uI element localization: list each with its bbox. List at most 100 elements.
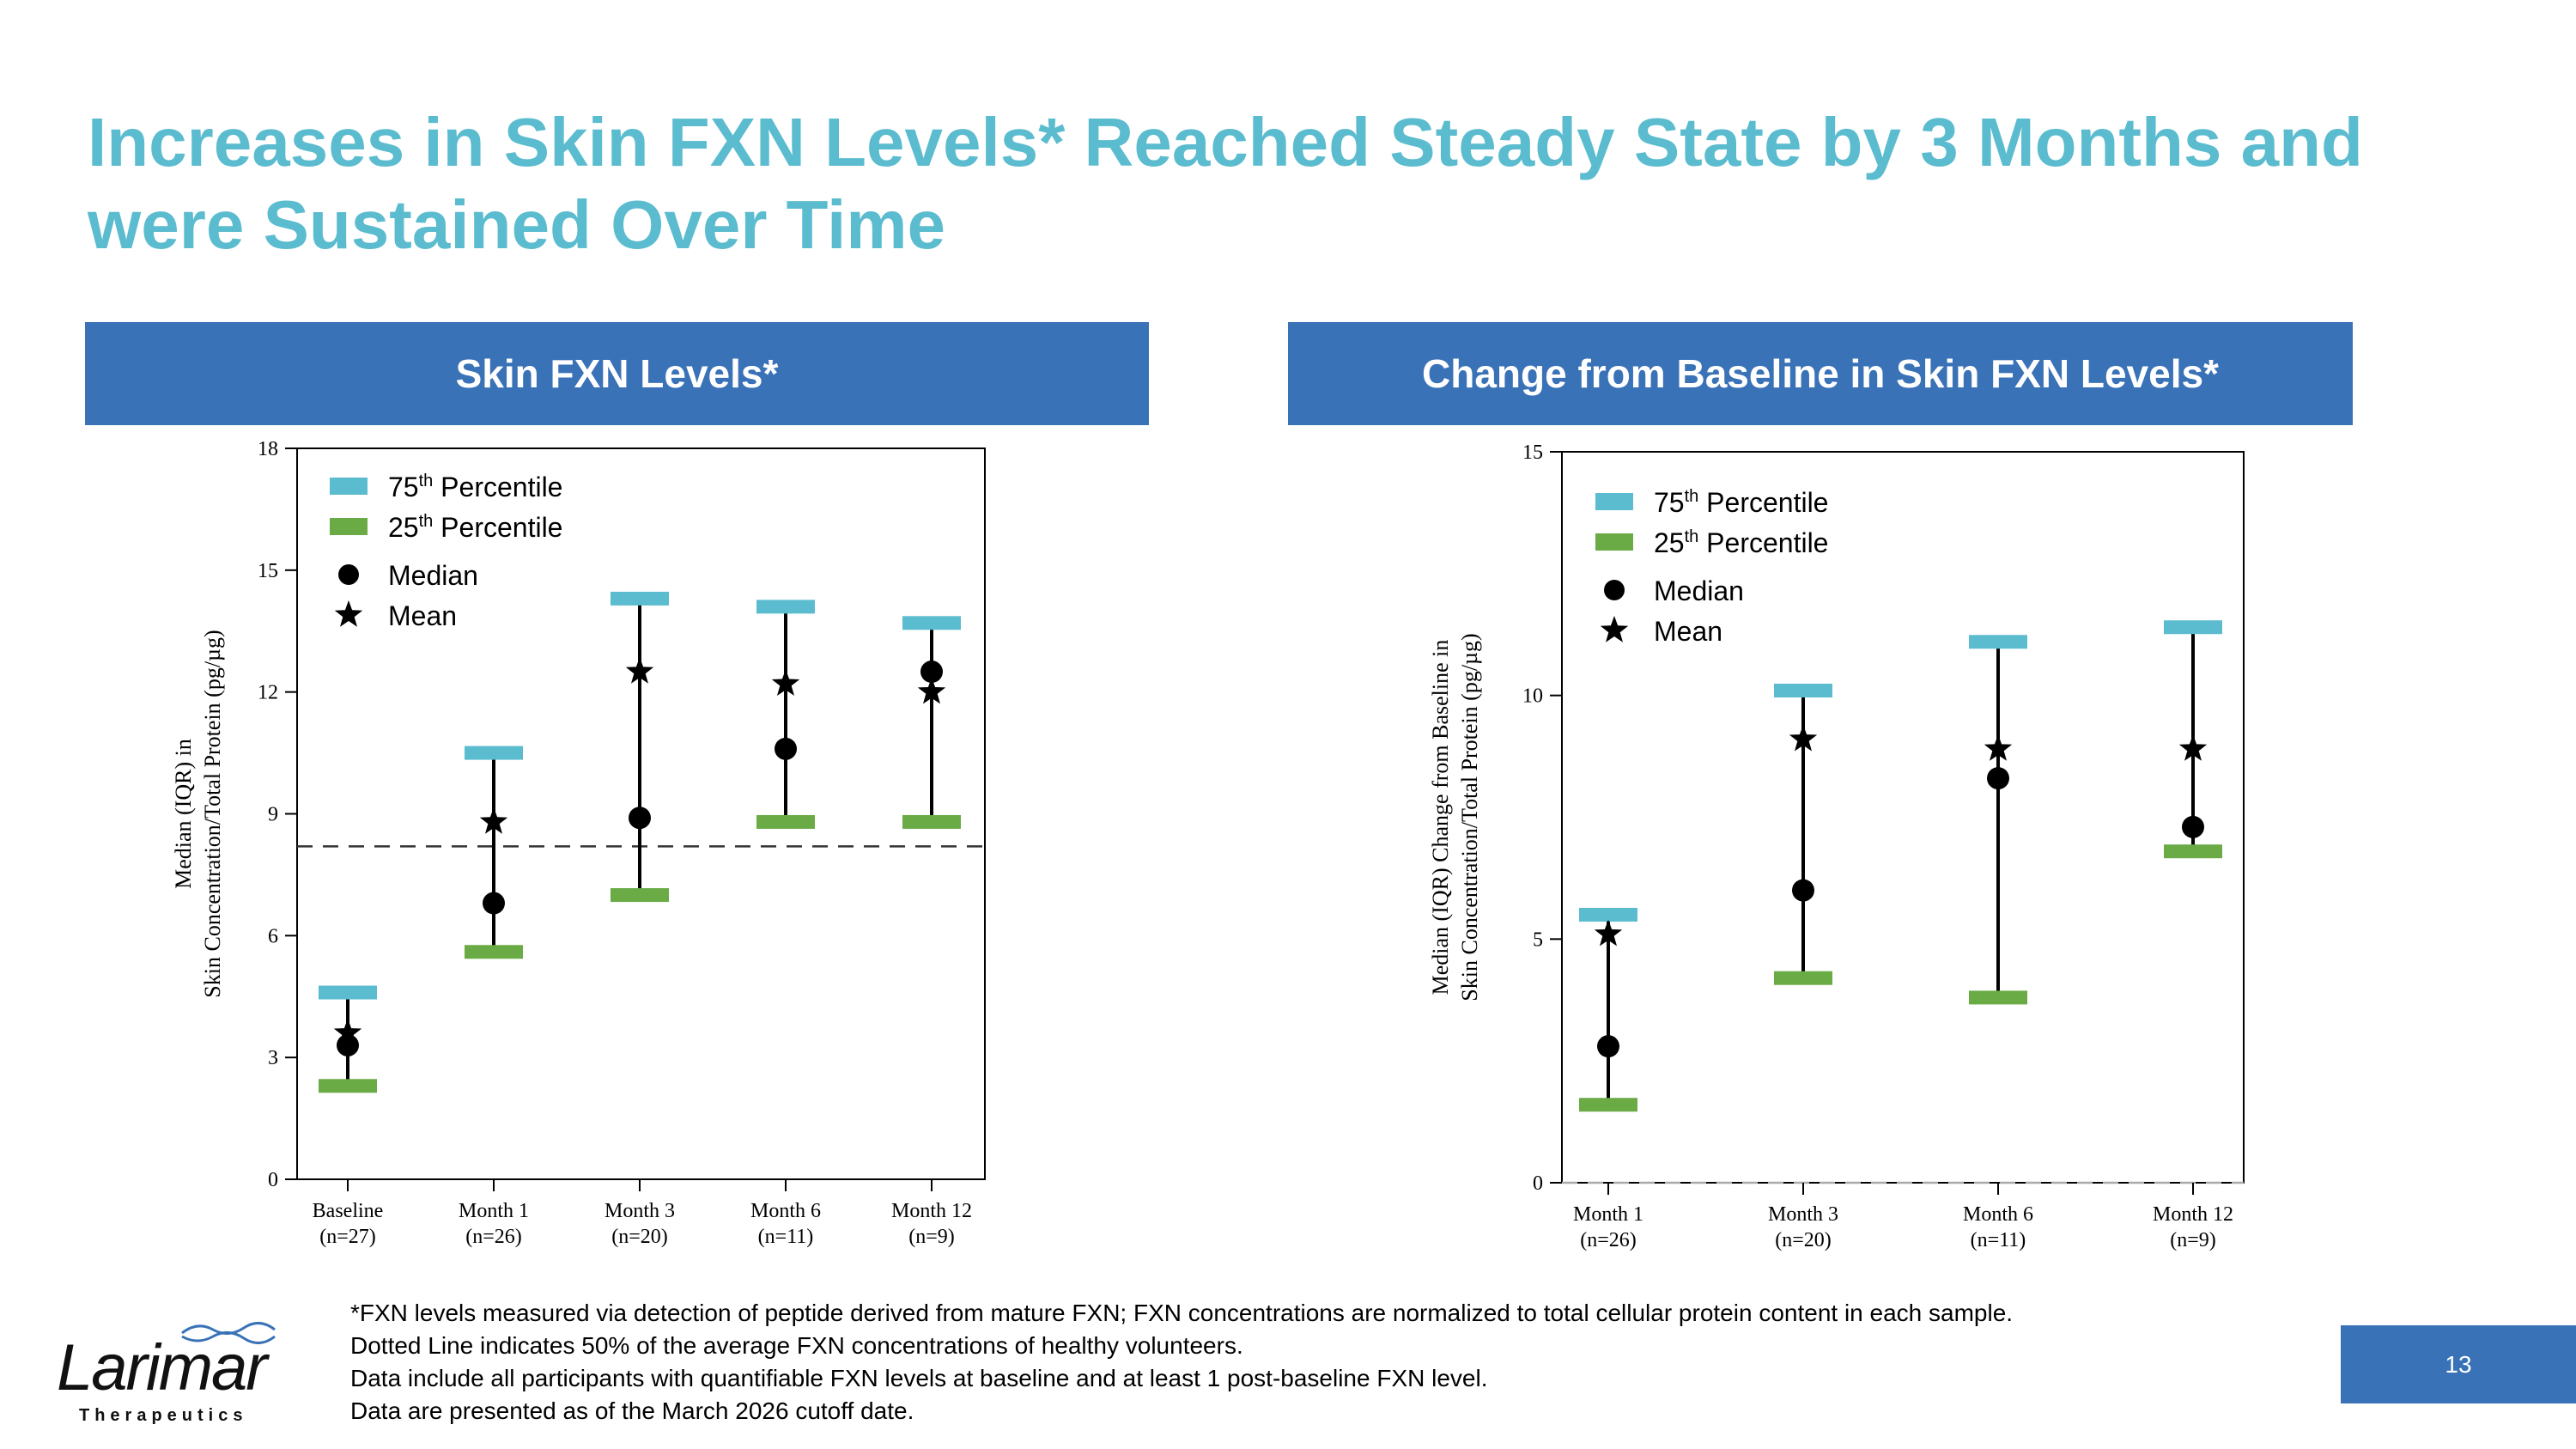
mean-point <box>625 657 654 684</box>
larimar-logo: Larimar Therapeutics <box>57 1322 276 1425</box>
p75-marker <box>1774 683 1832 697</box>
p75-marker <box>756 600 815 614</box>
y-tick-label: 15 <box>1522 441 1543 464</box>
legend-p75-swatch <box>330 478 368 495</box>
y-axis-label-line1: Median (IQR) Change from Baseline in <box>1428 640 1453 995</box>
y-tick-label: 0 <box>268 1169 278 1191</box>
legend-p25-label: 25th Percentile <box>1654 527 1828 558</box>
x-n-label: (n=9) <box>908 1226 955 1248</box>
p25-marker <box>1969 990 2027 1005</box>
y-tick-label: 6 <box>268 925 278 947</box>
x-n-label: (n=20) <box>611 1226 668 1248</box>
median-point <box>1792 879 1814 902</box>
legend-p75-swatch <box>1595 493 1633 510</box>
x-n-label: (n=26) <box>465 1226 522 1248</box>
footnote-line: Data include all participants with quant… <box>350 1365 1488 1391</box>
x-tick-label: Month 12 <box>2153 1203 2233 1226</box>
mean-point <box>1984 734 2013 761</box>
footnotes: *FXN levels measured via detection of pe… <box>350 1297 2325 1428</box>
x-n-label: (n=20) <box>1775 1229 1832 1251</box>
median-point <box>1987 767 2009 790</box>
y-axis-label-line1: Median (IQR) in <box>171 739 196 889</box>
footnote-line: Dotted Line indicates 50% of the average… <box>350 1332 1243 1359</box>
change-from-baseline-chart: 0 5 10 15 Median (IQR) Change from Baseline … <box>1428 441 2245 1251</box>
legend-median-icon <box>1604 580 1625 600</box>
x-tick-label: Month 1 <box>1573 1203 1643 1226</box>
median-point <box>2182 815 2204 838</box>
y-tick-label: 10 <box>1522 685 1543 708</box>
x-n-label: (n=26) <box>1580 1229 1637 1251</box>
y-tick-label: 3 <box>268 1047 278 1069</box>
p75-marker <box>902 616 961 630</box>
footnote-line: *FXN levels measured via detection of pe… <box>350 1300 2014 1326</box>
mean-point <box>1594 919 1623 947</box>
x-tick-label: Baseline <box>313 1200 384 1222</box>
logo-helix-icon <box>181 1322 276 1344</box>
p75-marker <box>2164 620 2222 635</box>
p75-marker <box>611 591 669 606</box>
mean-point <box>2178 734 2208 761</box>
legend-median-label: Median <box>1654 575 1744 606</box>
legend-mean-icon <box>1600 616 1629 642</box>
legend-p75-label: 75th Percentile <box>1654 487 1828 518</box>
page-title: Increases in Skin FXN Levels* Reached St… <box>88 104 2363 263</box>
y-axis-label-line2: Skin Concentration/Total Protein (pg/µg) <box>1457 633 1482 1001</box>
p75-marker <box>1969 635 2027 649</box>
x-n-label: (n=11) <box>758 1226 814 1248</box>
p75-marker <box>465 746 523 760</box>
p75-marker <box>1579 907 1637 922</box>
mean-point <box>771 669 800 696</box>
median-point <box>483 892 505 915</box>
right-panel-header: Change from Baseline in Skin FXN Levels* <box>1288 322 2353 425</box>
y-tick-label: 15 <box>258 560 278 582</box>
y-tick-label: 0 <box>1533 1172 1543 1195</box>
x-n-label: (n=9) <box>2170 1229 2216 1251</box>
legend-p25-label: 25th Percentile <box>388 512 562 543</box>
p25-marker <box>465 945 523 959</box>
legend-mean-label: Mean <box>1654 616 1722 647</box>
p25-marker <box>756 814 815 829</box>
median-point <box>920 661 943 684</box>
legend-mean-label: Mean <box>388 600 457 631</box>
mean-point <box>479 807 508 834</box>
legend-p25-swatch <box>330 518 368 535</box>
p25-marker <box>2164 844 2222 859</box>
footnote-line: Data are presented as of the March 2026 … <box>350 1397 914 1424</box>
plot-frame <box>1561 451 2245 1184</box>
skin-fxn-levels-chart: 0 3 6 9 12 15 18 Median (IQR) in Skin Concentrat… <box>171 438 986 1248</box>
logo-tagline: Therapeutics <box>79 1406 247 1425</box>
mean-point <box>1789 724 1818 752</box>
page-number: 13 <box>2341 1325 2576 1403</box>
x-tick-label: Month 3 <box>605 1200 675 1222</box>
logo-wordmark: Larimar <box>57 1331 270 1404</box>
p25-marker <box>1774 971 1832 985</box>
x-n-label: (n=27) <box>319 1226 376 1248</box>
y-axis-label: Median (IQR) in Skin Concentration/Total … <box>171 630 225 997</box>
y-axis-label: Median (IQR) Change from Baseline in Skin… <box>1428 633 1482 1001</box>
y-tick-label: 5 <box>1533 928 1543 951</box>
p25-marker <box>902 814 961 829</box>
x-n-label: (n=11) <box>1971 1229 2026 1251</box>
mean-point <box>917 677 946 704</box>
legend-median-label: Median <box>388 560 478 591</box>
x-tick-label: Month 3 <box>1768 1203 1838 1226</box>
y-tick-label: 12 <box>258 682 278 704</box>
p25-marker <box>1579 1098 1637 1112</box>
y-axis-label-line2: Skin Concentration/Total Protein (pg/µg) <box>200 630 225 997</box>
left-panel-header: Skin FXN Levels* <box>85 322 1149 425</box>
p25-marker <box>319 1079 377 1093</box>
y-tick-label: 18 <box>258 438 278 460</box>
legend-median-icon <box>338 564 359 585</box>
p75-marker <box>319 985 377 1000</box>
legend-p75-label: 75th Percentile <box>388 472 562 502</box>
p25-marker <box>611 888 669 903</box>
x-tick-label: Month 6 <box>750 1200 821 1222</box>
legend-p25-swatch <box>1595 533 1633 551</box>
median-point <box>775 737 797 760</box>
median-point <box>629 807 651 830</box>
legend-mean-icon <box>334 600 363 627</box>
median-point <box>1597 1035 1619 1058</box>
y-tick-label: 9 <box>268 804 278 826</box>
x-tick-label: Month 6 <box>1963 1203 2033 1226</box>
x-tick-label: Month 1 <box>459 1200 529 1222</box>
